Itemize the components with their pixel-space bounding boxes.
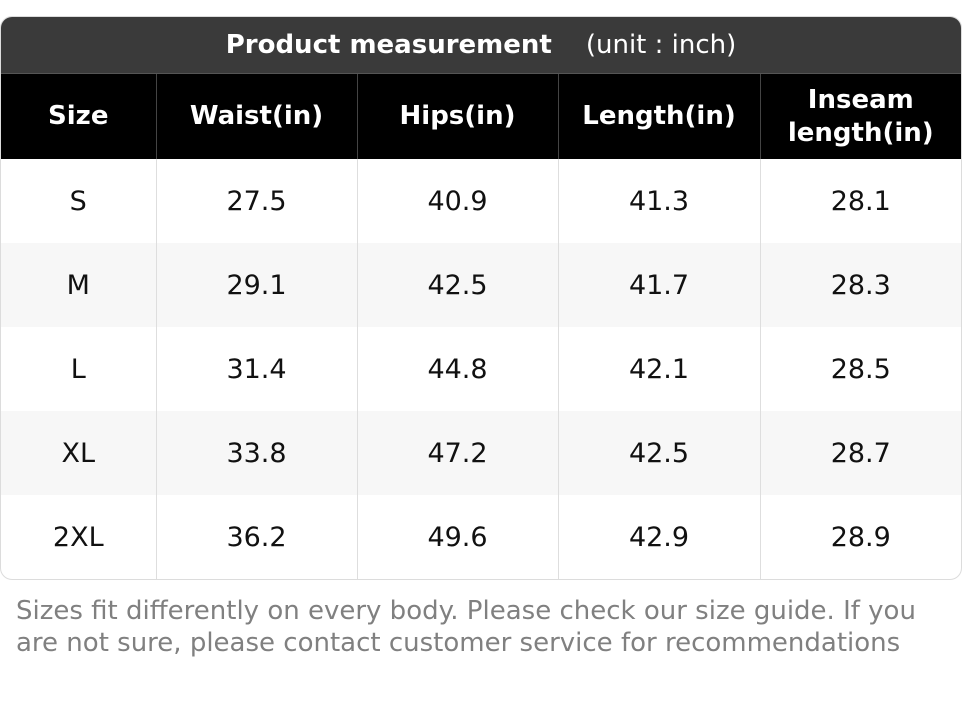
measurement-cell: 49.6	[356, 495, 558, 579]
measurement-cell: 44.8	[356, 327, 558, 411]
size-table: Size Waist(in) Hips(in) Length(in) Inseam le…	[1, 73, 961, 579]
table-row: L 31.4 44.8 42.1 28.5	[1, 327, 961, 411]
table-row: S 27.5 40.9 41.3 28.1	[1, 159, 961, 243]
measurement-cell: 31.4	[155, 327, 357, 411]
table-body: S 27.5 40.9 41.3 28.1 M 29.1 42.5 41.7 28.3 L 31.4 4…	[1, 159, 961, 579]
unit: (unit : inch)	[585, 30, 737, 60]
size-cell: M	[1, 243, 156, 327]
measurement-cell: 28.9	[759, 495, 961, 579]
measurement-cell: 28.3	[759, 243, 961, 327]
header-row: Size Waist(in) Hips(in) Length(in) Inseam le…	[1, 73, 961, 159]
table-row: 2XL 36.2 49.6 42.9 28.9	[1, 495, 961, 579]
column-header: Length(in)	[557, 73, 760, 159]
size-cell: 2XL	[52, 521, 104, 553]
size-cell: S	[69, 185, 87, 217]
measurement-cell: 36.2	[155, 495, 357, 579]
column-header: Inseam length(in)	[759, 73, 961, 159]
measurement-cell: 47.2	[356, 411, 558, 495]
size-cell: XL	[1, 411, 156, 495]
measurement-cell: 28.5	[759, 327, 961, 411]
table-row: M 29.1 42.5 41.7 28.3	[1, 243, 961, 327]
measurement-cell: 41.3	[557, 159, 760, 243]
column-header: Size	[1, 73, 156, 159]
note: Sizes fit differently on every body. Ple…	[16, 596, 916, 658]
size-cell: L	[70, 353, 86, 385]
column-header: Hips(in)	[356, 73, 558, 159]
measurement-cell: 42.5	[557, 411, 760, 495]
measurement-cell: 42.1	[557, 327, 760, 411]
measurement-cell: 42.9	[557, 495, 760, 579]
size-card: Product measurement (unit : inch) Size Wa…	[0, 16, 962, 580]
column-header: Waist(in)	[155, 73, 357, 159]
title-bar: Product measurement (unit : inch)	[1, 17, 961, 73]
measurement-cell: 40.9	[356, 159, 558, 243]
measurement-cell: 41.7	[557, 243, 760, 327]
title: Product measurement	[225, 30, 552, 60]
measurement-cell: 28.7	[759, 411, 961, 495]
measurement-cell: 27.5	[155, 159, 357, 243]
measurement-cell: 33.8	[155, 411, 357, 495]
measurement-cell: 29.1	[155, 243, 357, 327]
measurement-cell: 42.5	[356, 243, 558, 327]
table-row: XL 33.8 47.2 42.5 28.7	[1, 411, 961, 495]
measurement-cell: 28.1	[759, 159, 961, 243]
